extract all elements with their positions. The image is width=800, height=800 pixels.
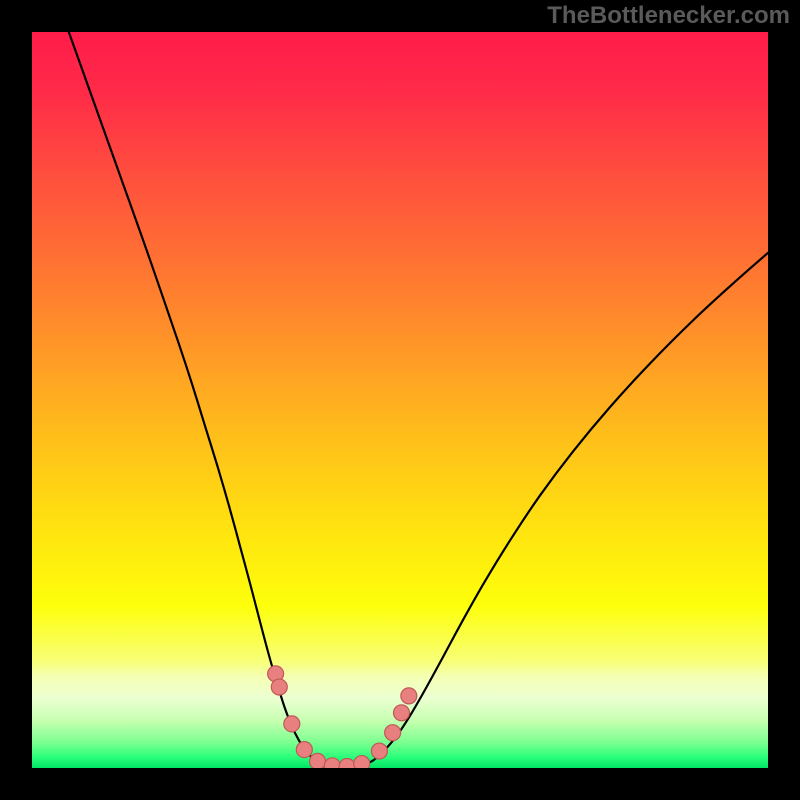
- marker-point: [385, 725, 401, 741]
- chart-svg: [32, 32, 768, 768]
- marker-point: [393, 705, 409, 721]
- marker-point: [371, 743, 387, 759]
- marker-point: [284, 716, 300, 732]
- marker-point: [310, 753, 326, 768]
- marker-point: [324, 758, 340, 768]
- watermark-text: TheBottlenecker.com: [547, 2, 790, 30]
- chart-background: [32, 32, 768, 768]
- plot-area: [32, 32, 768, 768]
- marker-point: [271, 679, 287, 695]
- marker-point: [296, 742, 312, 758]
- marker-point: [401, 688, 417, 704]
- marker-point: [354, 756, 370, 768]
